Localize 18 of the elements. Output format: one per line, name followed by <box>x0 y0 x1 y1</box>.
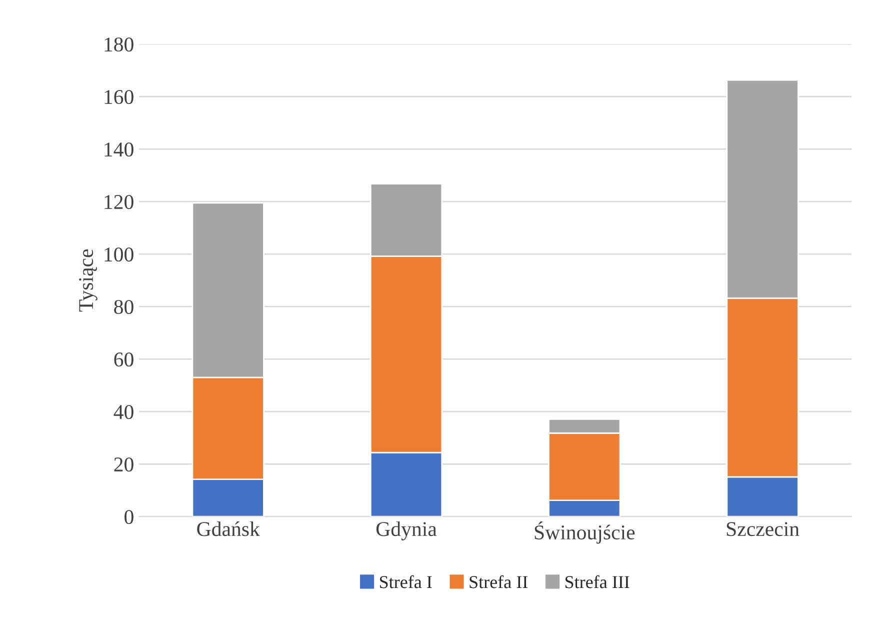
y-tick-label: 80 <box>114 300 134 314</box>
x-tick-label: Świnoujście <box>534 521 635 544</box>
y-tick-label: 140 <box>104 142 134 157</box>
y-tick-label: 180 <box>104 37 134 52</box>
legend-label: Strefa II <box>470 575 528 588</box>
y-axis-title: Tysiące <box>79 249 98 312</box>
y-tick-label: 120 <box>104 194 134 210</box>
legend-label: Strefa I <box>380 575 432 588</box>
y-tick-label: 160 <box>104 90 134 104</box>
y-tick-label: 60 <box>114 352 134 367</box>
y-tick-label: 0 <box>124 510 134 524</box>
legend-label: Strefa III <box>565 575 630 588</box>
x-tick-label: Gdańsk <box>197 521 260 536</box>
y-tick-label: 100 <box>104 247 134 262</box>
y-tick-label: 40 <box>114 404 134 420</box>
x-tick-label: Gdynia <box>376 521 437 540</box>
x-tick-label: Szczecin <box>726 522 800 536</box>
y-tick-label: 20 <box>114 457 134 472</box>
